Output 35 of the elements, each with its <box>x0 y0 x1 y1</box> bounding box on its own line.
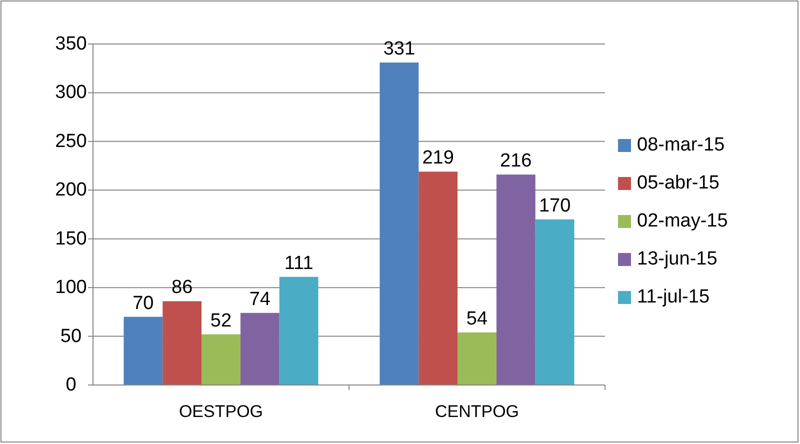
bar <box>496 174 536 385</box>
y-tick-label: 50 <box>60 326 82 347</box>
y-tick-label: 200 <box>55 180 87 201</box>
data-label: 54 <box>466 308 488 330</box>
data-label: 111 <box>284 252 314 274</box>
bar <box>418 172 458 385</box>
legend-label: 05-abr-15 <box>637 172 720 194</box>
y-tick-label: 350 <box>55 34 87 54</box>
bar <box>240 312 280 385</box>
bar <box>279 276 318 385</box>
data-label: 216 <box>500 150 532 172</box>
bar <box>380 62 419 385</box>
data-label: 86 <box>172 277 193 298</box>
data-label: 70 <box>132 292 154 314</box>
data-label: 219 <box>422 148 454 169</box>
bar <box>124 316 163 385</box>
y-tick-label: 100 <box>55 277 87 298</box>
x-tick-label: CENTPOG <box>434 402 520 421</box>
y-tick-label: 250 <box>55 130 87 152</box>
data-label: 74 <box>249 288 271 310</box>
bar <box>202 334 240 385</box>
y-tick-label: 300 <box>55 82 87 104</box>
legend-label: 02-may-15 <box>637 210 728 232</box>
legend-label: 08-mar-15 <box>637 134 725 156</box>
data-label: 331 <box>383 38 416 60</box>
y-tick-label: 150 <box>55 228 87 250</box>
legend-label: 13-jun-15 <box>637 248 718 270</box>
x-tick-label: OESTPOG <box>178 402 264 421</box>
data-label: 52 <box>210 310 232 332</box>
bar <box>535 219 574 385</box>
data-label: 170 <box>538 195 571 216</box>
bar <box>162 301 202 385</box>
bar <box>458 332 496 385</box>
y-tick-label: 0 <box>66 374 76 396</box>
legend-label: 11-jul-15 <box>637 286 710 308</box>
